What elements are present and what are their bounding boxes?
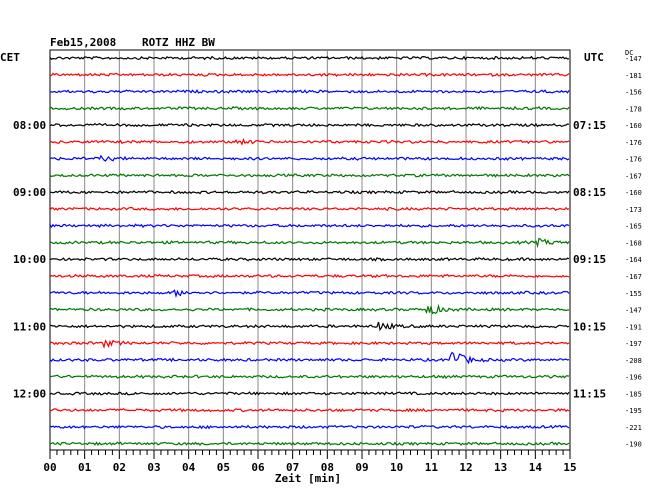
x-tick-label: 09 (355, 461, 368, 474)
plot-frame (49, 49, 571, 451)
x-tick-label: 01 (78, 461, 92, 474)
x-axis: 00 01 02 03 04 05 06 07 08 09 10 11 12 13 14 15 (43, 450, 577, 474)
right-time-label: 08:15 (573, 186, 606, 199)
seismic-trace (49, 339, 570, 349)
dc-offset-label: -195 (625, 407, 642, 415)
x-tick-label: 08 (321, 461, 334, 474)
dc-offset-label: -185 (625, 390, 642, 398)
seismic-trace (49, 72, 570, 78)
dc-offset-label: -178 (625, 105, 642, 113)
seismic-trace (49, 237, 570, 249)
seismic-trace (50, 89, 570, 94)
left-timezone-label: CET (0, 51, 20, 64)
dc-offset-label: -155 (625, 290, 642, 298)
right-timezone-label: UTC (584, 51, 604, 64)
dc-offset-label: -181 (625, 72, 642, 80)
dc-offset-label: -160 (625, 122, 642, 130)
dc-offset-label: -147 (625, 307, 642, 315)
dc-offset-label: -176 (625, 156, 642, 164)
x-tick-label: 07 (286, 461, 299, 474)
grid-lines (84, 50, 536, 450)
x-tick-label: 04 (182, 461, 196, 474)
dc-offset-label: -208 (625, 357, 642, 365)
dc-offset-label: -221 (625, 424, 642, 432)
dc-offset-label: -176 (625, 139, 642, 147)
x-tick-label: 11 (425, 461, 439, 474)
x-tick-label: 02 (113, 461, 126, 474)
seismic-trace (49, 321, 570, 332)
left-time-label: 10:00 (13, 253, 46, 266)
right-time-label: 11:15 (573, 387, 606, 400)
chart-date: Feb15,2008 (50, 36, 116, 49)
left-time-labels: 08:00 09:00 10:00 11:00 12:00 (13, 119, 46, 400)
seismic-trace (49, 441, 570, 447)
left-time-label: 09:00 (13, 186, 46, 199)
dc-offset-label: -168 (625, 239, 642, 247)
x-tick-label: 05 (217, 461, 230, 474)
seismic-trace (49, 137, 570, 146)
x-tick-label: 13 (494, 461, 507, 474)
seismic-trace (49, 391, 570, 396)
dc-offset-label: -190 (625, 441, 642, 449)
dc-offset-label: -160 (625, 189, 642, 197)
seismic-trace (49, 273, 570, 279)
seismic-trace (49, 189, 570, 195)
left-time-label: 12:00 (13, 387, 46, 400)
seismic-trace (49, 407, 570, 413)
trace-group (49, 55, 570, 447)
right-time-label: 10:15 (573, 320, 606, 333)
dc-offset-label: -167 (625, 172, 642, 180)
right-time-label: 09:15 (573, 253, 606, 266)
left-time-label: 08:00 (13, 119, 46, 132)
seismic-trace (49, 154, 570, 162)
seismic-trace (49, 257, 570, 262)
dc-offset-labels: -147 -181 -156 -178 -160 -176 -176 -167 -160 -173… (625, 55, 642, 449)
seismic-trace (49, 173, 570, 178)
right-time-label: 07:15 (573, 119, 606, 132)
seismic-trace (49, 122, 570, 128)
right-time-labels: 07:15 08:15 09:15 10:15 11:15 (573, 119, 606, 400)
dc-offset-label: -147 (625, 55, 642, 63)
seismic-trace (49, 223, 570, 229)
x-tick-label: 15 (563, 461, 576, 474)
dc-offset-label: -167 (625, 273, 642, 281)
seismic-trace (49, 424, 570, 430)
seismic-trace (49, 206, 570, 212)
seismic-trace (49, 289, 570, 299)
chart-station: ROTZ HHZ BW (142, 36, 215, 49)
dc-offset-label: -191 (625, 323, 642, 331)
x-tick-label: 06 (251, 461, 265, 474)
seismic-trace (49, 374, 570, 380)
dc-offset-label: -197 (625, 340, 642, 348)
x-tick-label: 12 (459, 461, 472, 474)
dc-offset-label: -164 (625, 256, 642, 264)
dc-offset-label: -156 (625, 89, 642, 97)
seismic-trace (49, 303, 569, 315)
dc-offset-label: -165 (625, 223, 642, 231)
x-tick-label: 14 (529, 461, 543, 474)
seismic-trace (49, 55, 570, 61)
x-tick-label: 00 (43, 461, 56, 474)
seismic-trace (49, 351, 570, 365)
x-axis-label: Zeit [min] (275, 472, 341, 485)
seismic-trace (49, 105, 570, 111)
x-tick-label: 03 (147, 461, 160, 474)
x-tick-label: 10 (390, 461, 403, 474)
left-time-label: 11:00 (13, 320, 46, 333)
dc-offset-label: -173 (625, 206, 642, 214)
dc-header-label: DC (625, 49, 633, 57)
dc-offset-label: -196 (625, 374, 642, 382)
